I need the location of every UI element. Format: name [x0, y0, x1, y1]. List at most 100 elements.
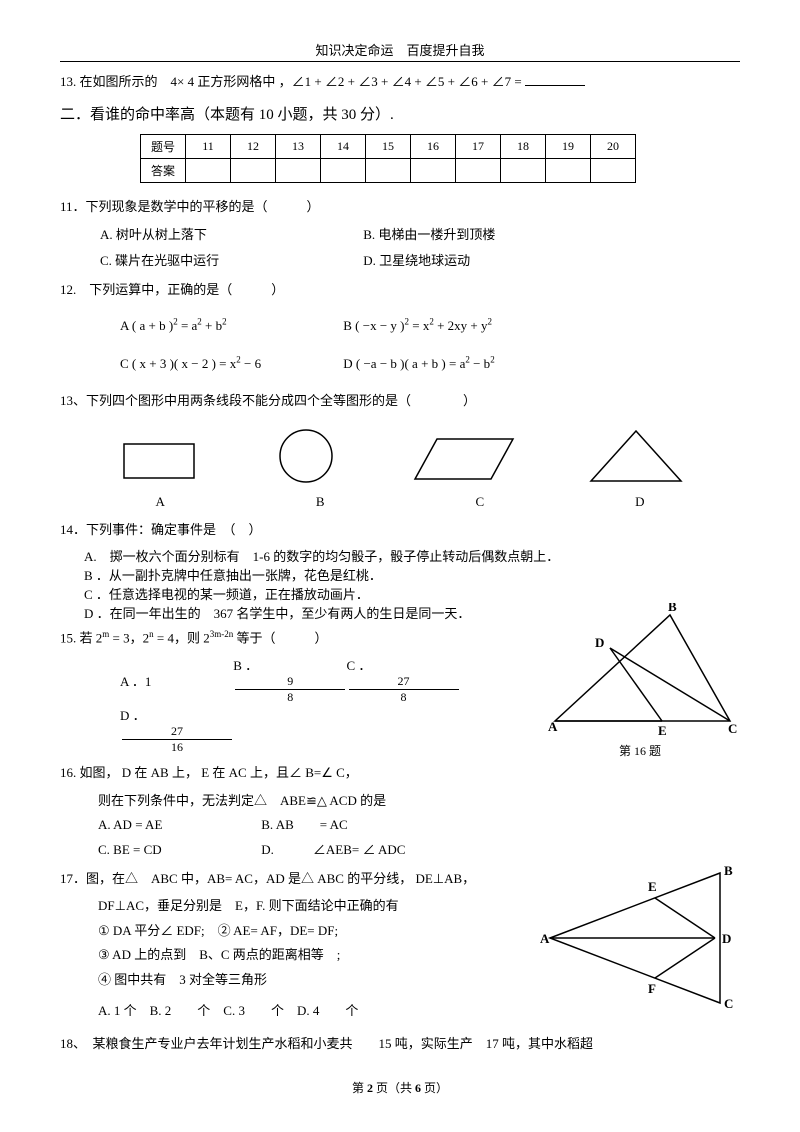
page-footer: 第 2 页（共 6 页） [60, 1079, 740, 1096]
q15-b: B ．98 [233, 655, 343, 705]
txt: + b [202, 318, 222, 333]
txt: C ( x + 3 )( x − 2 ) = x [120, 356, 236, 371]
q14-stem: 14．下列事件：确定事件是 （ ） [60, 518, 740, 541]
lbl-a: A [548, 719, 558, 734]
txt: D ( −a − b )( a + b ) = a [343, 356, 465, 371]
q17-i3: ④ 图中共有 3 对全等三角形 [98, 968, 540, 993]
txt: D ． [120, 705, 230, 724]
table-cell: 19 [546, 135, 591, 159]
txt: = a [178, 318, 198, 333]
fig17-triangle: A B C D E F [540, 863, 740, 1013]
lbl-e: E [648, 879, 657, 894]
q13top-text: 13. 在如图所示的 4× 4 正方形网格中 ，∠1 + ∠2 + ∠3 + ∠… [60, 74, 525, 89]
table-cell: 11 [186, 135, 231, 159]
num: 27 [349, 674, 459, 690]
parallelogram-icon [409, 431, 519, 486]
table-cell [591, 159, 636, 183]
txt: + 2xy + y [434, 318, 488, 333]
txt: = 4，则 2 [154, 630, 210, 645]
sup: 2 [488, 316, 493, 326]
q13-shapes [80, 426, 720, 490]
q12-row1: A ( a + b )2 = a2 + b2 B ( −x − y )2 = x… [120, 312, 740, 341]
txt: B ( −x − y ) [343, 318, 404, 333]
txt: 第 [352, 1081, 367, 1095]
den: 16 [122, 740, 232, 755]
txt: 15. 若 2 [60, 630, 102, 645]
q14-d: D ．在同一年出生的 367 名学生中，至少有两人的生日是同一天． [84, 603, 540, 622]
frac: 2716 [122, 724, 232, 755]
q16-c: C. BE = CD [98, 838, 258, 863]
q16-d: D. ∠AEB= ∠ ADC [261, 842, 405, 857]
table-cell: 20 [591, 135, 636, 159]
sup: 2 [490, 355, 495, 365]
txt: = 3，2 [109, 630, 149, 645]
q11-opt-a: A. 树叶从树上落下 [100, 223, 360, 248]
table-cell: 12 [231, 135, 276, 159]
table-cell: 17 [456, 135, 501, 159]
q11-row1: A. 树叶从树上落下 B. 电梯由一楼升到顶楼 [100, 223, 740, 248]
q13-labels: A B C D [80, 494, 720, 510]
table-cell [186, 159, 231, 183]
label-a: A [155, 494, 164, 510]
table-row-label: 答案 [141, 159, 186, 183]
frac: 278 [349, 674, 459, 705]
shape-triangle [586, 426, 686, 490]
q15-d: D ．2716 [120, 705, 230, 755]
q12-c: C ( x + 3 )( x − 2 ) = x2 − 6 [120, 350, 340, 379]
table-cell: 13 [276, 135, 321, 159]
q16-l2: 则在下列条件中，无法判定△ ABE≌△ ACD 的是 [98, 789, 540, 814]
txt: C ． [347, 655, 457, 674]
table-row-label: 题号 [141, 135, 186, 159]
q11-opt-d: D. 卫星绕地球运动 [363, 249, 623, 274]
table-cell [276, 159, 321, 183]
lbl-f: F [648, 981, 656, 996]
frac: 98 [235, 674, 345, 705]
q12-d: D ( −a − b )( a + b ) = a2 − b2 [343, 350, 643, 379]
q16-cd: C. BE = CD D. ∠AEB= ∠ ADC [98, 838, 540, 863]
section2-title: 二．看谁的命中率高（本题有 10 小题，共 30 分）. [60, 103, 740, 124]
fig16-caption: 第 16 题 [540, 742, 740, 759]
txt: A ( a + b ) [120, 318, 173, 333]
den: 8 [349, 690, 459, 705]
table-cell [456, 159, 501, 183]
triangle-icon [586, 426, 686, 486]
answer-table: 题号 11 12 13 14 15 16 17 18 19 20 答案 [140, 134, 636, 183]
header-motto: 知识决定命运 百度提升自我 [60, 40, 740, 59]
header-rule [60, 61, 740, 62]
circle-icon [271, 426, 341, 486]
num: 9 [235, 674, 345, 690]
lbl-d: D [595, 635, 604, 650]
q12-a: A ( a + b )2 = a2 + b2 [120, 312, 340, 341]
sup: 3m-2n [210, 629, 234, 639]
table-cell [231, 159, 276, 183]
fig16-triangle: A B C D E [540, 603, 740, 738]
table-cell [501, 159, 546, 183]
lbl-e: E [658, 723, 667, 738]
label-b: B [316, 494, 325, 510]
txt: 页） [421, 1081, 448, 1095]
q15-opts: A ．1 B ．98 C ．278 D ．2716 [120, 655, 540, 755]
txt: − b [470, 356, 490, 371]
q11-opt-c: C. 碟片在光驱中运行 [100, 249, 360, 274]
q14-b: B ．从一副扑克牌中任意抽出一张牌，花色是红桃． [84, 565, 740, 584]
txt: 页（共 [373, 1081, 415, 1095]
sup: 2 [222, 316, 227, 326]
rect-icon [114, 436, 204, 486]
q16-l1: 16. 如图， D 在 AB 上， E 在 AC 上，且∠ B=∠ C， [60, 761, 540, 784]
table-cell [366, 159, 411, 183]
q16-b: B. AB = AC [261, 817, 347, 832]
q15-stem: 15. 若 2m = 3，2n = 4，则 23m-2n 等于（ ） [60, 626, 540, 650]
q17-l1: 17．图，在△ ABC 中，AB= AC，AD 是△ ABC 的平分线， DE⊥… [60, 867, 540, 890]
txt: 等于（ ） [233, 630, 327, 645]
den: 8 [235, 690, 345, 705]
q15-c: C ．278 [347, 655, 457, 705]
q16-a: A. AD = AE [98, 813, 258, 838]
shape-circle [271, 426, 341, 490]
table-cell: 15 [366, 135, 411, 159]
q17-i2: ③ AD 上的点到 B、C 两点的距离相等 ; [98, 943, 540, 968]
lbl-a: A [540, 931, 550, 946]
q11-stem: 11．下列现象是数学中的平移的是（ ） [60, 195, 740, 218]
lbl-c: C [728, 721, 737, 736]
txt: = x [409, 318, 429, 333]
table-cell [321, 159, 366, 183]
